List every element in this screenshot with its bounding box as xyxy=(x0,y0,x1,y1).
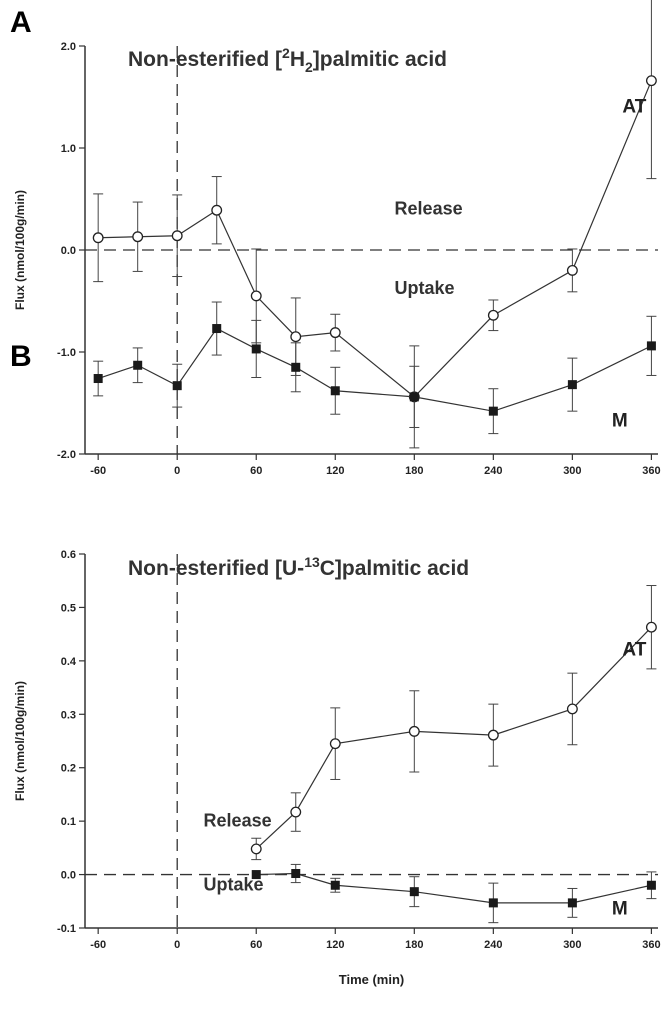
data-point xyxy=(291,362,301,372)
annotation: Uptake xyxy=(204,875,264,895)
series-line xyxy=(256,872,652,904)
data-point xyxy=(92,232,104,244)
data-point xyxy=(409,392,419,402)
panel-letter: B xyxy=(10,340,32,373)
series-label: AT xyxy=(622,640,646,661)
panel-b: B 0.6 0.5 0.4 0.3 0.2 0.1 0.0 -0.1 -60 0 60 120 180 24… xyxy=(10,340,661,987)
x-tick-label: 360 xyxy=(642,939,660,951)
chart-title: Non-esterified [2H2]palmitic acid xyxy=(128,45,447,75)
data-point xyxy=(409,887,419,897)
x-tick-label: 240 xyxy=(484,939,502,951)
y-axis-label: Flux (nmol/100g/min) xyxy=(13,190,27,310)
data-point xyxy=(329,738,341,750)
series-m: M xyxy=(93,301,657,435)
data-point xyxy=(251,344,261,354)
data-point xyxy=(488,898,498,908)
title-part: Non-esterified [U- xyxy=(128,557,304,580)
data-point xyxy=(250,843,262,855)
x-tick-label: 300 xyxy=(563,939,581,951)
title-part: H xyxy=(290,48,305,71)
data-point xyxy=(567,898,577,908)
data-point xyxy=(290,806,302,818)
data-point xyxy=(487,309,499,321)
x-tick-label: 180 xyxy=(405,465,423,477)
data-point xyxy=(172,381,182,391)
annotation: Release xyxy=(395,198,463,218)
data-point xyxy=(566,264,578,276)
y-tick-label: 0.4 xyxy=(61,656,77,668)
series-label: M xyxy=(612,899,628,920)
series-label: AT xyxy=(622,96,646,117)
title-part: 2 xyxy=(282,45,290,61)
data-point xyxy=(132,231,144,243)
data-point xyxy=(330,880,340,890)
data-point xyxy=(133,360,143,370)
data-point xyxy=(645,621,657,633)
y-tick-label: 0.0 xyxy=(61,245,76,257)
x-tick-label: 360 xyxy=(642,465,660,477)
title-part: C]palmitic acid xyxy=(320,557,469,580)
data-point xyxy=(488,406,498,416)
x-tick-label: 120 xyxy=(326,465,344,477)
data-point xyxy=(291,869,301,879)
x-tick-label: 180 xyxy=(405,939,423,951)
data-point xyxy=(251,870,261,880)
series-line xyxy=(97,327,652,412)
series-m: M xyxy=(251,863,657,924)
x-tick-label: 240 xyxy=(484,465,502,477)
panel-letter: A xyxy=(10,6,32,39)
x-tick-label: 120 xyxy=(326,939,344,951)
data-point xyxy=(329,327,341,339)
x-tick-label: -60 xyxy=(90,939,106,951)
x-tick-label: -60 xyxy=(90,465,106,477)
data-point xyxy=(93,374,103,384)
data-point xyxy=(567,380,577,390)
x-tick-label: 0 xyxy=(174,465,180,477)
y-tick-label: 0.5 xyxy=(61,602,76,614)
title-part: 13 xyxy=(304,554,320,570)
data-point xyxy=(645,75,657,87)
data-point xyxy=(211,204,223,216)
y-tick-label: 0.3 xyxy=(61,709,76,721)
y-tick-label: -1.0 xyxy=(57,347,76,359)
panel-a: A 2.0 1.0 0.0 -1.0 -2.0 -60 0 60 120 180 240 300 360 F… xyxy=(10,0,661,477)
data-point xyxy=(408,725,420,737)
y-tick-label: 0.6 xyxy=(61,549,76,561)
x-tick-label: 300 xyxy=(563,465,581,477)
data-point xyxy=(566,703,578,715)
data-point xyxy=(646,880,656,890)
y-axis-label: Flux (nmol/100g/min) xyxy=(13,681,27,801)
data-point xyxy=(487,729,499,741)
x-tick-label: 60 xyxy=(250,939,262,951)
x-tick-label: 60 xyxy=(250,465,262,477)
series-label: M xyxy=(612,410,628,431)
y-tick-label: -2.0 xyxy=(57,449,76,461)
data-point xyxy=(212,324,222,334)
y-tick-label: 0.0 xyxy=(61,870,76,882)
y-tick-label: 2.0 xyxy=(61,41,76,53)
chart-title: Non-esterified [U-13C]palmitic acid xyxy=(128,554,469,580)
y-tick-label: 0.1 xyxy=(61,816,76,828)
series-at: AT xyxy=(250,585,657,861)
y-tick-label: 0.2 xyxy=(61,763,76,775)
annotation: Release xyxy=(204,810,272,830)
data-point xyxy=(646,341,656,351)
data-point xyxy=(250,290,262,302)
data-point xyxy=(330,386,340,396)
title-part: ]palmitic acid xyxy=(313,48,447,71)
title-part: 2 xyxy=(305,59,313,75)
x-axis-label: Time (min) xyxy=(339,972,405,987)
x-tick-label: 0 xyxy=(174,939,180,951)
title-part: Non-esterified [ xyxy=(128,48,282,71)
data-point xyxy=(171,230,183,242)
series-line xyxy=(255,626,652,850)
y-tick-label: -0.1 xyxy=(57,923,76,935)
y-tick-label: 1.0 xyxy=(61,143,76,155)
annotation: Uptake xyxy=(395,278,455,298)
data-point xyxy=(290,331,302,343)
